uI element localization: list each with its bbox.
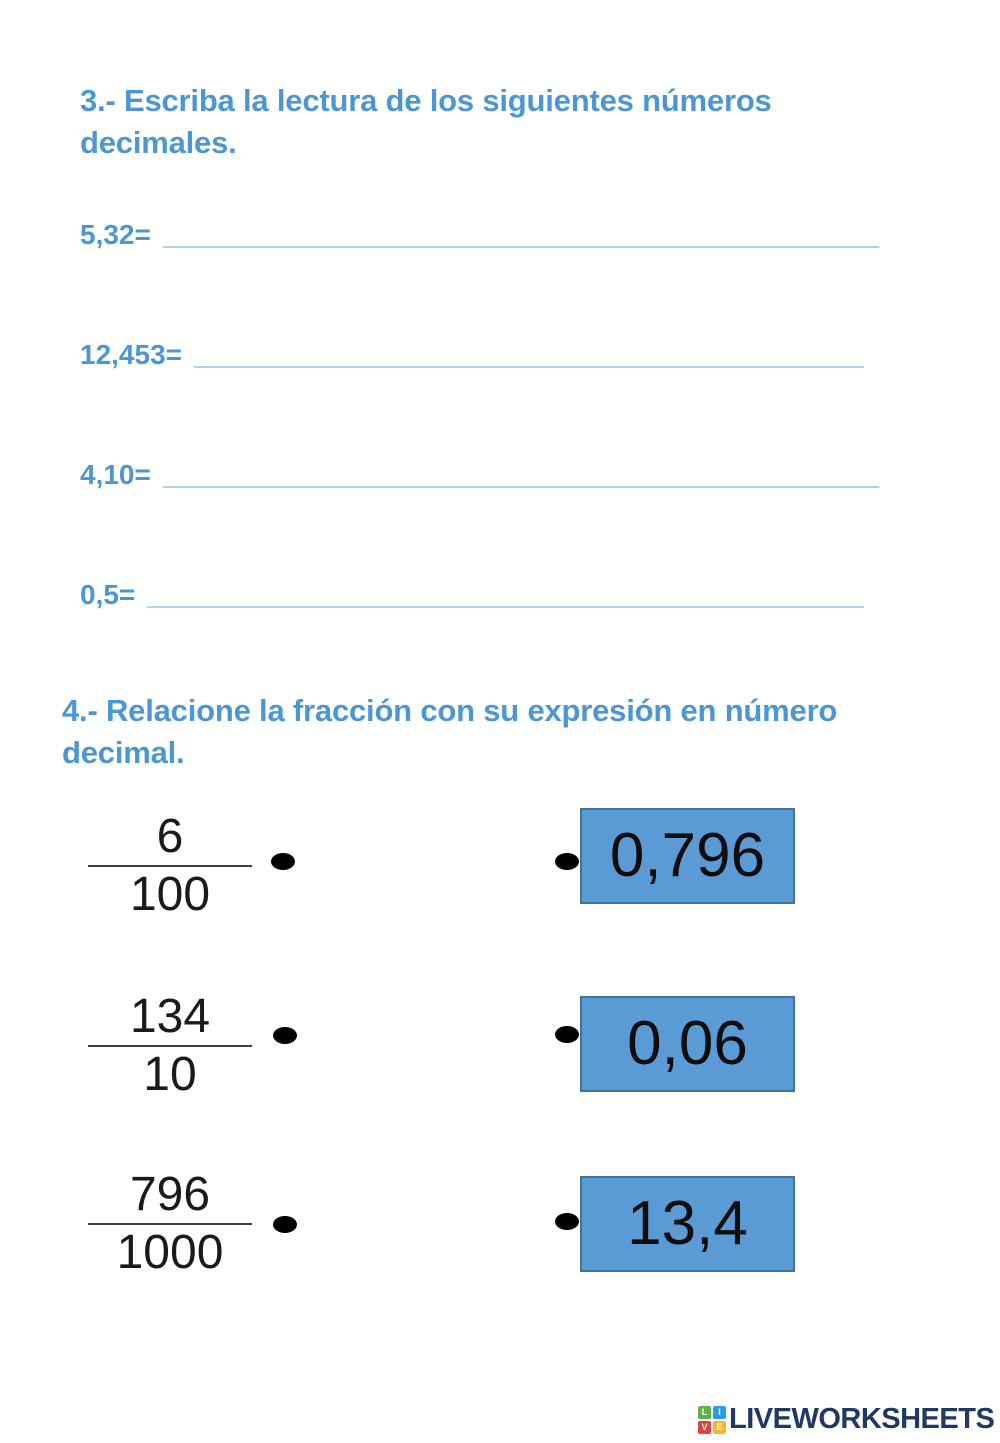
decimal-label: 4,10=	[80, 459, 151, 490]
decimal-reading-row: 12,453= _________________________________…	[80, 338, 864, 372]
answer-blank[interactable]: ________________________________________…	[147, 579, 864, 610]
match-dot-left[interactable]	[271, 853, 295, 870]
decimal-option-box[interactable]: 13,4	[580, 1176, 795, 1272]
fraction: 796 1000	[88, 1168, 252, 1280]
liveworksheets-logo-icon: L I V E	[698, 1405, 726, 1434]
decimal-option-box[interactable]: 0,796	[580, 808, 795, 904]
section4-title: 4.- Relacione la fracción con su expresi…	[62, 693, 838, 770]
decimal-option-box[interactable]: 0,06	[580, 996, 795, 1092]
answer-blank[interactable]: ________________________________________…	[162, 219, 880, 250]
logo-square-v: V	[698, 1420, 711, 1434]
decimal-label: 12,453=	[80, 339, 182, 370]
logo-square-i: I	[713, 1405, 726, 1419]
decimal-reading-row: 0,5= ____________________________________…	[80, 578, 864, 612]
logo-square-e: E	[713, 1420, 726, 1434]
section3-title: 3.- Escriba la lectura de los siguientes…	[80, 83, 772, 160]
fraction-numerator: 796	[129, 1168, 211, 1221]
match-dot-right[interactable]	[555, 853, 579, 870]
decimal-label: 0,5=	[80, 579, 136, 610]
match-dot-right[interactable]	[555, 1026, 579, 1043]
fraction-bar	[88, 1045, 252, 1047]
decimal-reading-row: 5,32= ___________________________________…	[80, 218, 879, 252]
fraction: 6 100	[88, 810, 252, 922]
fraction-denominator: 100	[129, 868, 211, 921]
decimal-reading-row: 4,10= ___________________________________…	[80, 458, 879, 492]
fraction: 134 10	[88, 990, 252, 1102]
match-dot-left[interactable]	[273, 1027, 297, 1044]
liveworksheets-logo[interactable]: L I V E LIVEWORKSHEETS	[698, 1403, 995, 1436]
fraction-bar	[88, 865, 252, 867]
answer-blank[interactable]: ________________________________________…	[162, 459, 880, 490]
match-dot-right[interactable]	[555, 1213, 579, 1230]
answer-blank[interactable]: ________________________________________…	[194, 339, 864, 370]
fraction-numerator: 6	[156, 810, 184, 863]
logo-square-l: L	[698, 1405, 711, 1419]
fraction-bar	[88, 1223, 252, 1225]
fraction-denominator: 10	[143, 1048, 197, 1101]
fraction-denominator: 1000	[116, 1226, 224, 1279]
fraction-numerator: 134	[129, 990, 211, 1043]
brand-wordmark: LIVEWORKSHEETS	[729, 1403, 995, 1435]
decimal-label: 5,32=	[80, 219, 151, 250]
match-dot-left[interactable]	[273, 1216, 297, 1233]
